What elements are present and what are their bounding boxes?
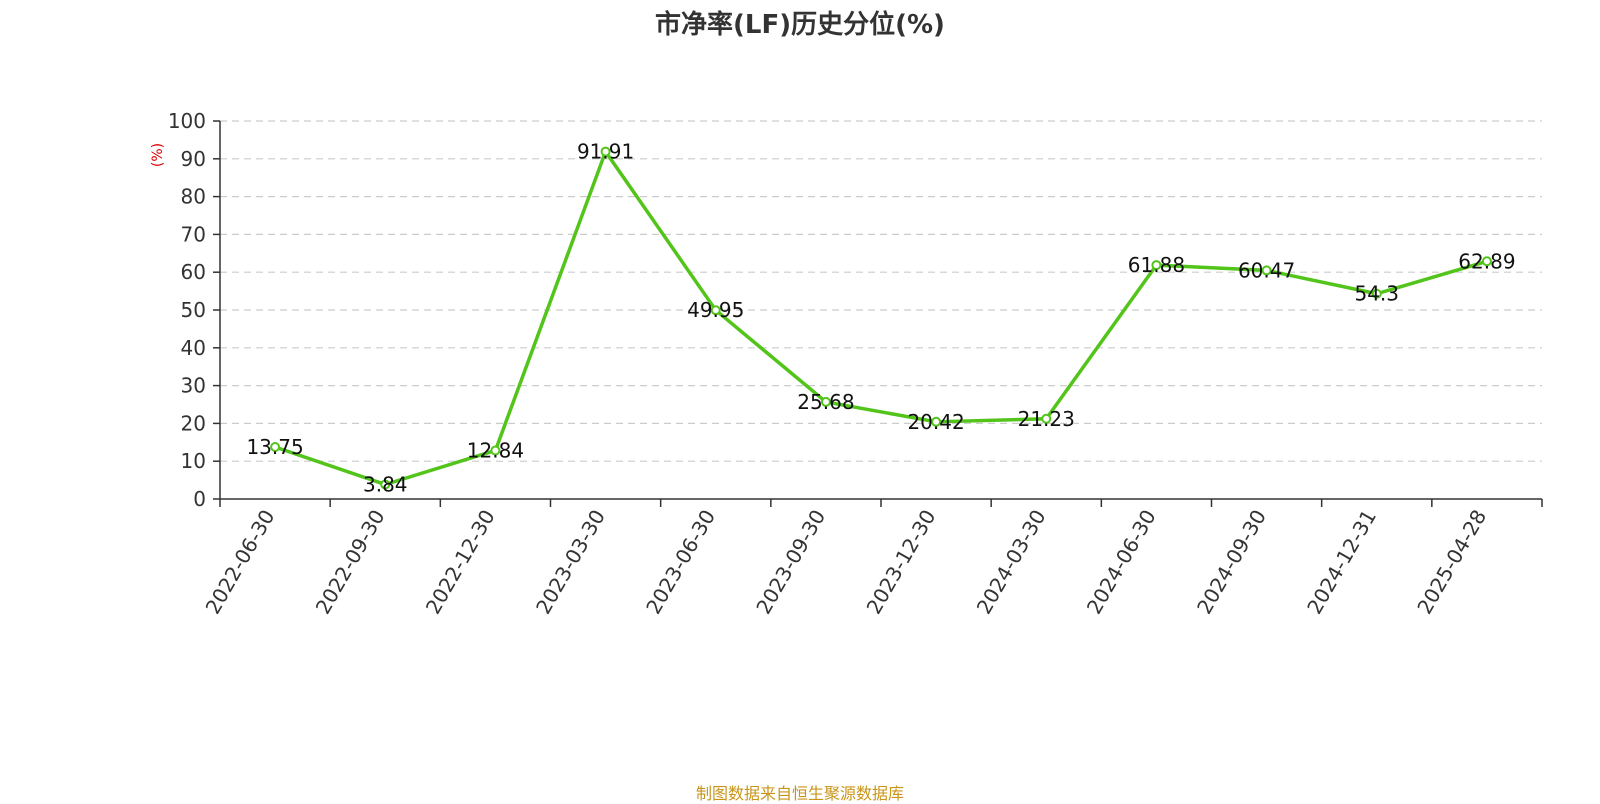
x-tick-label: 2023-06-30 <box>641 506 720 619</box>
data-label: 21.23 <box>1018 407 1075 431</box>
y-tick-label: 80 <box>181 185 206 209</box>
x-tick-label: 2024-12-31 <box>1302 506 1381 619</box>
data-point <box>490 445 501 456</box>
x-tick-label: 2024-06-30 <box>1082 506 1161 619</box>
x-tick-label: 2022-09-30 <box>311 506 390 619</box>
y-tick-label: 30 <box>181 374 206 398</box>
x-tick-label: 2024-03-30 <box>972 506 1051 619</box>
y-tick-label: 100 <box>168 109 206 133</box>
x-tick-label: 2024-09-30 <box>1192 506 1271 619</box>
x-tick-label: 2023-09-30 <box>751 506 830 619</box>
data-point <box>1041 413 1052 424</box>
x-tick-label: 2022-12-30 <box>421 505 500 618</box>
y-tick-label: 20 <box>181 411 206 435</box>
series-line <box>273 149 1489 487</box>
y-tick-label: 10 <box>181 449 206 473</box>
y-tick-label: 50 <box>181 298 206 322</box>
data-label: 54.3 <box>1354 282 1399 306</box>
data-point <box>820 396 831 407</box>
chart-title: 市净率(LF)历史分位(%) <box>655 10 945 40</box>
y-tick-label: 40 <box>181 336 206 360</box>
y-axis-label: (%) <box>150 143 166 167</box>
data-label: 49.95 <box>687 298 744 322</box>
data-point <box>600 146 611 157</box>
y-tick-label: 0 <box>193 487 206 511</box>
data-point <box>1261 265 1272 276</box>
data-point <box>931 416 942 427</box>
data-point <box>380 479 391 490</box>
data-label: 12.84 <box>467 438 524 462</box>
x-tick-label: 2025-04-28 <box>1412 506 1491 619</box>
data-label: 61.88 <box>1128 253 1185 277</box>
source-note: 制图数据来自恒生聚源数据库 <box>695 784 904 803</box>
data-point <box>1151 260 1162 271</box>
data-point <box>270 442 281 453</box>
x-tick-label: 2023-12-30 <box>862 505 941 618</box>
y-tick-label: 70 <box>181 222 206 246</box>
data-point <box>1371 288 1382 299</box>
data-label: 60.47 <box>1238 258 1295 282</box>
data-label: 3.84 <box>363 472 408 496</box>
x-tick-label: 2023-03-30 <box>531 506 610 619</box>
data-label: 20.42 <box>907 410 964 434</box>
data-label: 62.89 <box>1458 249 1515 273</box>
data-label: 91.91 <box>577 140 634 164</box>
y-tick-label: 90 <box>181 147 206 171</box>
data-label: 13.75 <box>246 435 303 459</box>
x-tick-label: 2022-06-30 <box>201 506 280 619</box>
data-point <box>710 305 721 316</box>
data-label: 25.68 <box>797 390 854 414</box>
data-point <box>1481 256 1492 267</box>
y-tick-label: 60 <box>181 260 206 284</box>
